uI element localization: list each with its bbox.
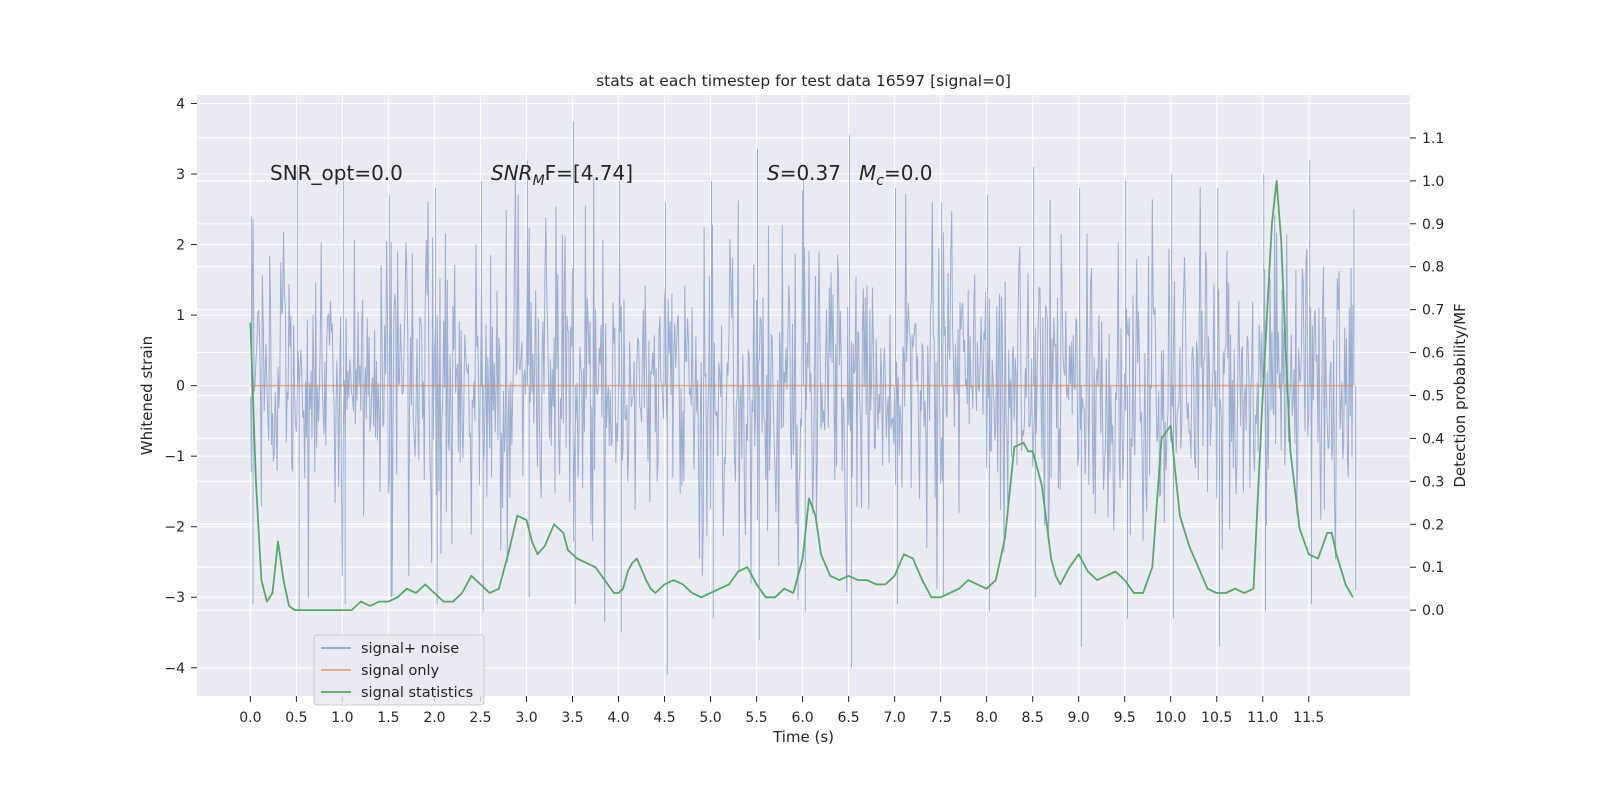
x-axis-label: Time (s) (772, 728, 834, 746)
x-tick-label: 11.0 (1247, 710, 1278, 726)
mc-annotation: Mc=0.0 (859, 161, 933, 189)
series-signal-statistics (249, 180, 1354, 611)
x-tick-label: 9.5 (1114, 710, 1136, 726)
x-tick-label: 4.0 (607, 710, 629, 726)
snr-mf-main: SNR (491, 161, 533, 185)
x-tick-label: 6.0 (791, 710, 813, 726)
right-y-tick-label: 1.0 (1422, 174, 1444, 190)
left-y-tick-label: −3 (164, 590, 185, 606)
x-tick-label: 10.5 (1201, 710, 1232, 726)
x-tick-label: 8.0 (976, 710, 998, 726)
mc-sub: c (876, 173, 884, 189)
left-y-tick-label: 4 (176, 96, 185, 112)
x-tick-label: 4.5 (653, 710, 675, 726)
x-tick-label: 3.5 (561, 710, 583, 726)
s-var: S (767, 161, 780, 185)
left-y-axis: 4 3 2 1 0 −1 −2 −3 −4 (164, 96, 197, 677)
legend-label-signal-only: signal only (361, 663, 440, 679)
x-tick-label: 10.0 (1155, 710, 1186, 726)
x-tick-label: 5.0 (699, 710, 721, 726)
left-y-tick-label: −2 (164, 520, 185, 536)
right-y-tick-label: 0.2 (1422, 517, 1444, 533)
left-y-tick-label: 1 (176, 308, 185, 324)
mc-value: =0.0 (884, 161, 933, 185)
left-y-tick-label: 3 (176, 167, 185, 183)
snr-mf-rest: F=[4.74] (545, 161, 633, 185)
s-annotation: S=0.37 (767, 161, 841, 185)
plot-area (249, 121, 1357, 675)
right-y-tick-label: 0.7 (1422, 303, 1444, 319)
snr-mf-sub: M (533, 173, 545, 189)
legend: signal+ noise signal only signal statist… (313, 634, 485, 706)
x-tick-label: 1.5 (377, 710, 399, 726)
x-tick-label: 9.0 (1068, 710, 1090, 726)
snr-mf-annotation: SNRMF=[4.74] (491, 161, 633, 189)
legend-label-signal-statistics: signal statistics (361, 685, 473, 701)
right-y-axis: 1.1 1.0 0.9 0.8 0.7 0.6 0.5 0.4 0.3 0.2 0.1 0.0 (1410, 131, 1444, 619)
x-tick-label: 7.5 (929, 710, 951, 726)
right-y-tick-label: 0.0 (1422, 603, 1444, 619)
right-y-tick-label: 0.9 (1422, 217, 1444, 233)
left-y-tick-label: −4 (164, 661, 185, 677)
left-y-tick-label: −1 (164, 449, 185, 465)
mc-main: M (859, 161, 876, 185)
right-y-tick-label: 0.8 (1422, 260, 1444, 276)
legend-label-signal-noise: signal+ noise (361, 641, 459, 657)
x-tick-label: 2.5 (469, 710, 491, 726)
legend-box (313, 634, 485, 706)
right-y-tick-label: 0.5 (1422, 389, 1444, 405)
x-tick-label: 0.5 (285, 710, 307, 726)
snr-opt-annotation: SNR_opt=0.0 (270, 161, 403, 185)
left-y-tick-label: 0 (176, 379, 185, 395)
right-y-tick-label: 1.1 (1422, 131, 1444, 147)
right-y-tick-label: 0.1 (1422, 560, 1444, 576)
right-y-axis-label: Detection probability/MF (1451, 303, 1469, 487)
left-y-tick-label: 2 (176, 238, 185, 254)
x-tick-label: 3.0 (515, 710, 537, 726)
right-y-tick-label: 0.4 (1422, 431, 1444, 447)
x-tick-label: 7.0 (883, 710, 905, 726)
chart-title: stats at each timestep for test data 165… (596, 72, 1011, 90)
x-tick-label: 0.0 (239, 710, 261, 726)
s-value: =0.37 (780, 161, 841, 185)
x-tick-label: 1.0 (331, 710, 353, 726)
x-tick-label: 8.5 (1022, 710, 1044, 726)
x-tick-label: 2.0 (423, 710, 445, 726)
x-tick-label: 5.5 (745, 710, 767, 726)
left-y-axis-label: Whitened strain (138, 336, 156, 455)
right-y-tick-label: 0.6 (1422, 346, 1444, 362)
right-y-tick-label: 0.3 (1422, 474, 1444, 490)
series-signal-noise (249, 121, 1357, 675)
x-axis: 0.0 0.5 1.0 1.5 2.0 2.5 3.0 3.5 4.0 4.5 5.0 5.5 6.0 6… (239, 696, 1324, 726)
x-tick-label: 6.5 (837, 710, 859, 726)
x-tick-label: 11.5 (1293, 710, 1324, 726)
